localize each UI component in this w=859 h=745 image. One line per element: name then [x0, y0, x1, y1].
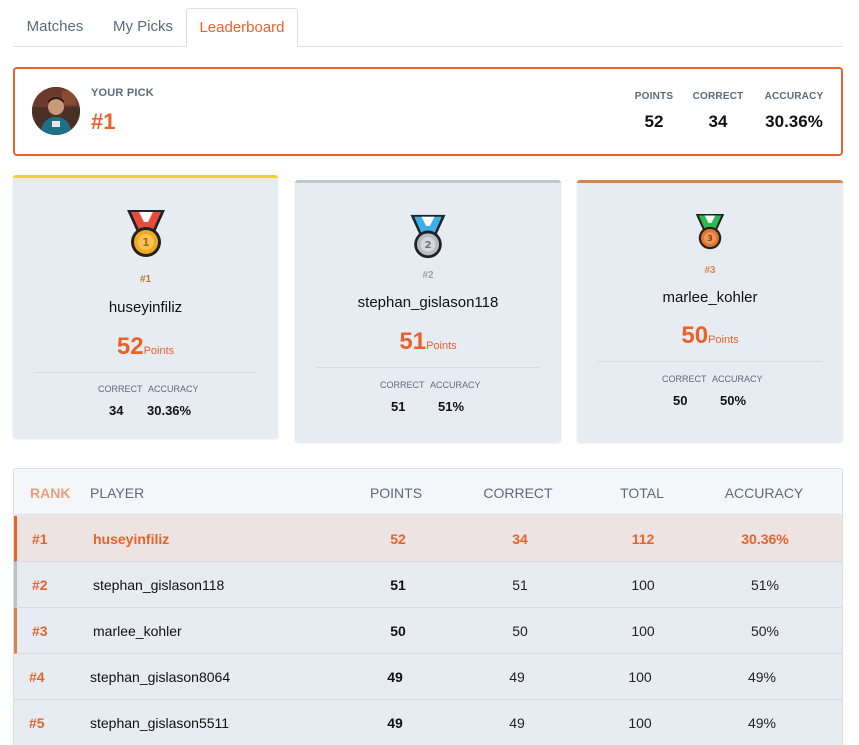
- row-player[interactable]: huseyinfiliz: [93, 531, 170, 547]
- svg-text:1: 1: [142, 236, 150, 249]
- row-rank: #5: [29, 715, 45, 731]
- divider: [598, 361, 822, 362]
- svg-text:2: 2: [424, 240, 431, 251]
- row-total: 100: [631, 577, 655, 593]
- row-points: 52: [390, 531, 406, 547]
- gold-medal-icon: 1: [126, 210, 165, 257]
- row-points: 49: [387, 715, 403, 731]
- table-row[interactable]: #3 marlee_kohler 50 50 100 50%: [14, 608, 842, 654]
- row-points: 51: [390, 577, 406, 593]
- podium-points-unit: Points: [708, 334, 739, 346]
- stat-value: 34: [708, 112, 728, 131]
- your-pick-rank: #1: [91, 109, 116, 134]
- avatar[interactable]: [32, 87, 80, 135]
- podium-rank: #1: [139, 274, 152, 285]
- podium-points-unit: Points: [426, 340, 457, 352]
- header-accuracy[interactable]: ACCURACY: [724, 485, 804, 501]
- stat-value: 52: [644, 112, 664, 131]
- table-row[interactable]: #2 stephan_gislason118 51 51 100 51%: [14, 562, 842, 608]
- stat-value: 30.36%: [765, 112, 823, 131]
- table-row[interactable]: #5 stephan_gislason5511 49 49 100 49%: [14, 700, 842, 745]
- bronze-medal-icon: 3: [695, 214, 725, 250]
- row-correct: 50: [512, 623, 528, 639]
- podium-accuracy-value: 50%: [720, 393, 747, 408]
- row-accuracy: 49%: [747, 669, 777, 685]
- your-accuracy-stat: ACCURACY 30.36%: [759, 91, 829, 132]
- row-points: 50: [390, 623, 406, 639]
- table-row[interactable]: #4 stephan_gislason8064 49 49 100 49%: [14, 654, 842, 700]
- row-accuracy: 51%: [750, 577, 780, 593]
- row-total: 100: [628, 669, 652, 685]
- podium-player-name[interactable]: marlee_kohler: [662, 289, 758, 306]
- stat-label: ACCURACY: [764, 91, 824, 102]
- podium-points: 52Points: [13, 333, 278, 361]
- your-points-stat: POINTS 52: [627, 91, 681, 132]
- row-correct: 34: [512, 531, 528, 547]
- row-accuracy: 30.36%: [741, 531, 789, 547]
- row-accuracy: 50%: [750, 623, 780, 639]
- row-rank: #4: [29, 669, 45, 685]
- tab-leaderboard[interactable]: Leaderboard: [186, 8, 298, 48]
- silver-medal-icon: 2: [410, 214, 446, 259]
- podium-player-name[interactable]: huseyinfiliz: [108, 299, 183, 316]
- your-pick-label: YOUR PICK: [91, 87, 154, 99]
- podium-rank: #2: [422, 270, 434, 281]
- podium-correct-value: 34: [109, 403, 124, 418]
- header-player[interactable]: PLAYER: [90, 485, 145, 501]
- leaderboard-table: RANK PLAYER POINTS CORRECT TOTAL ACCURAC…: [13, 468, 843, 745]
- row-player[interactable]: stephan_gislason118: [93, 577, 225, 593]
- row-correct: 49: [509, 669, 525, 685]
- row-rank: #1: [32, 531, 48, 547]
- podium-card-second: 2 #2 stephan_gislason118 51Points CORREC…: [295, 180, 561, 442]
- stat-label: POINTS: [634, 91, 674, 102]
- podium-accuracy-label: ACCURACY: [148, 384, 199, 394]
- podium-player-name[interactable]: stephan_gislason118: [357, 294, 499, 311]
- row-player[interactable]: stephan_gislason8064: [90, 669, 231, 685]
- divider: [34, 372, 257, 373]
- row-correct: 51: [512, 577, 528, 593]
- podium-correct-value: 50: [673, 393, 688, 408]
- row-accuracy: 49%: [747, 715, 777, 731]
- podium-correct-label: CORRECT: [662, 374, 707, 384]
- table-header: RANK PLAYER POINTS CORRECT TOTAL ACCURAC…: [14, 469, 842, 515]
- row-rank: #3: [32, 623, 48, 639]
- podium-accuracy-value: 30.36%: [147, 403, 192, 418]
- your-pick-card: YOUR PICK #1 POINTS 52 CORRECT 34 ACCURA…: [13, 67, 843, 156]
- podium-rank: #3: [704, 265, 716, 276]
- tab-bar: Matches My Picks Leaderboard: [13, 8, 843, 48]
- row-total: 100: [628, 715, 652, 731]
- row-player[interactable]: stephan_gislason5511: [90, 715, 230, 731]
- row-correct: 49: [509, 715, 525, 731]
- podium-points-value: 52: [116, 333, 144, 360]
- podium-correct-value: 51: [391, 399, 406, 414]
- podium-points: 50Points: [577, 322, 843, 350]
- header-rank[interactable]: RANK: [30, 485, 71, 501]
- podium-points-value: 50: [681, 322, 709, 349]
- tab-matches[interactable]: Matches: [26, 18, 84, 35]
- header-correct[interactable]: CORRECT: [483, 485, 553, 501]
- podium-correct-label: CORRECT: [380, 380, 425, 390]
- row-total: 112: [631, 531, 655, 547]
- your-correct-stat: CORRECT 34: [691, 91, 745, 132]
- svg-text:3: 3: [707, 233, 713, 243]
- podium-points-value: 51: [399, 328, 427, 355]
- row-total: 100: [631, 623, 655, 639]
- row-player[interactable]: marlee_kohler: [93, 623, 182, 639]
- podium-points: 51Points: [295, 328, 561, 356]
- header-points[interactable]: POINTS: [369, 485, 423, 501]
- divider: [316, 367, 540, 368]
- podium-correct-label: CORRECT: [98, 384, 143, 394]
- table-row[interactable]: #1 huseyinfiliz 52 34 112 30.36%: [14, 516, 842, 562]
- podium-accuracy-value: 51%: [438, 399, 465, 414]
- tab-my-picks[interactable]: My Picks: [113, 18, 173, 35]
- row-points: 49: [387, 669, 403, 685]
- podium-accuracy-label: ACCURACY: [712, 374, 763, 384]
- header-total[interactable]: TOTAL: [620, 485, 664, 501]
- podium-card-first: 1 #1 huseyinfiliz 52Points CORRECT ACCUR…: [13, 175, 278, 438]
- podium-accuracy-label: ACCURACY: [430, 380, 481, 390]
- stat-label: CORRECT: [692, 91, 744, 102]
- row-rank: #2: [32, 577, 48, 593]
- podium-points-unit: Points: [143, 345, 175, 357]
- podium-card-third: 3 #3 marlee_kohler 50Points CORRECT ACCU…: [577, 180, 843, 442]
